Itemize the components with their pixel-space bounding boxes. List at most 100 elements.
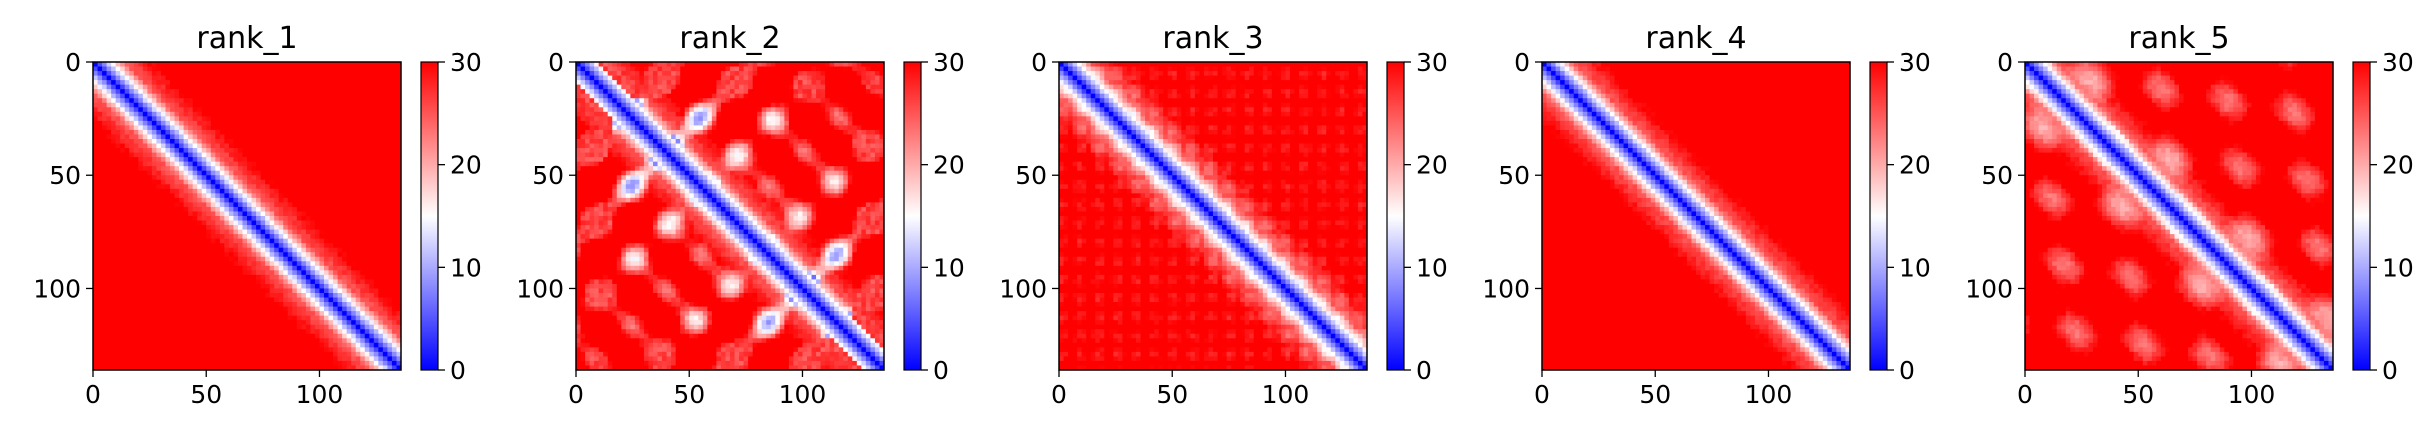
heatmap-cell — [111, 62, 117, 68]
heatmap-cell — [106, 80, 112, 86]
heatmap-cell — [247, 342, 253, 348]
heatmap-cell — [333, 139, 339, 145]
heatmap-cell — [373, 62, 379, 68]
heatmap-cell — [305, 71, 311, 77]
heatmap-cell — [373, 220, 379, 226]
heatmap-cell — [260, 98, 266, 104]
heatmap-cell — [247, 306, 253, 312]
heatmap-cell — [391, 338, 397, 344]
heatmap-cell — [333, 84, 339, 90]
heatmap-cell — [147, 148, 153, 154]
heatmap-cell — [242, 283, 248, 289]
heatmap-cell — [269, 84, 275, 90]
heatmap-cell — [106, 202, 112, 208]
heatmap-cell — [224, 111, 230, 117]
heatmap-cell — [142, 120, 148, 126]
heatmap-cell — [287, 107, 293, 113]
heatmap-cell — [269, 71, 275, 77]
heatmap-cell — [702, 80, 708, 86]
heatmap-cell — [324, 157, 330, 163]
heatmap-cell — [269, 297, 275, 303]
heatmap-cell — [160, 356, 166, 362]
heatmap-cell — [210, 184, 216, 190]
heatmap-cell — [160, 193, 166, 199]
heatmap-cell — [689, 62, 695, 68]
heatmap-cell — [93, 197, 99, 203]
heatmap-cell — [247, 229, 253, 235]
heatmap-cell — [387, 98, 393, 104]
heatmap-cell — [296, 197, 302, 203]
heatmap-cell — [247, 347, 253, 353]
heatmap-cell — [287, 179, 293, 185]
heatmap-cell — [319, 347, 325, 353]
heatmap-cell — [364, 184, 370, 190]
heatmap-cell — [183, 238, 189, 244]
heatmap-cell — [251, 134, 257, 140]
heatmap-cell — [333, 338, 339, 344]
heatmap-cell — [93, 161, 99, 167]
heatmap-cell — [170, 134, 176, 140]
heatmap-cell — [111, 351, 117, 357]
heatmap-cell — [165, 351, 171, 357]
heatmap-cell — [314, 270, 320, 276]
heatmap-cell — [305, 324, 311, 330]
heatmap-cell — [210, 243, 216, 249]
heatmap-cell — [111, 102, 117, 108]
heatmap-cell — [292, 129, 298, 135]
heatmap-cell — [337, 283, 343, 289]
heatmap-cell — [797, 71, 803, 77]
heatmap-cell — [314, 175, 320, 181]
heatmap-cell — [102, 75, 108, 81]
heatmap-cell — [775, 75, 781, 81]
heatmap-cell — [269, 252, 275, 258]
heatmap-cell — [111, 270, 117, 276]
heatmap-cell — [224, 216, 230, 222]
heatmap-cell — [165, 315, 171, 321]
heatmap-cell — [314, 342, 320, 348]
heatmap-cell — [206, 134, 212, 140]
heatmap-cell — [852, 66, 858, 72]
heatmap-cell — [319, 265, 325, 271]
heatmap-cell — [265, 333, 271, 339]
heatmap-cell — [324, 365, 330, 371]
heatmap-cell — [215, 179, 221, 185]
heatmap-cell — [201, 197, 207, 203]
heatmap-cell — [247, 161, 253, 167]
heatmap-cell — [369, 365, 375, 371]
heatmap-cell — [215, 238, 221, 244]
heatmap-cell — [111, 188, 117, 194]
heatmap-cell — [147, 179, 153, 185]
heatmap-cell — [179, 143, 185, 149]
heatmap-cell — [369, 338, 375, 344]
heatmap-cell — [396, 134, 402, 140]
heatmap-cell — [156, 202, 162, 208]
heatmap-cell — [662, 75, 668, 81]
heatmap-cell — [296, 247, 302, 253]
heatmap-cell — [382, 179, 388, 185]
heatmap-cell — [201, 283, 207, 289]
heatmap-cell — [201, 93, 207, 99]
heatmap-cell — [861, 75, 867, 81]
heatmap-cell — [296, 356, 302, 362]
heatmap-cell — [219, 170, 225, 176]
heatmap-cell — [260, 302, 266, 308]
heatmap-cell — [133, 152, 139, 158]
heatmap-cell — [197, 188, 203, 194]
heatmap-cell — [643, 71, 649, 77]
heatmap-cell — [328, 288, 334, 294]
heatmap-cell — [369, 116, 375, 122]
heatmap-cell — [351, 297, 357, 303]
heatmap-cell — [102, 116, 108, 122]
heatmap-cell — [224, 315, 230, 321]
heatmap-cell — [179, 111, 185, 117]
heatmap-cell — [314, 265, 320, 271]
heatmap-cell — [151, 111, 157, 117]
heatmap-cell — [151, 66, 157, 72]
heatmap-cell — [310, 93, 316, 99]
heatmap-cell — [360, 283, 366, 289]
heatmap-cell — [237, 329, 243, 335]
heatmap-cell — [319, 225, 325, 231]
heatmap-cell — [206, 84, 212, 90]
heatmap-cell — [115, 179, 121, 185]
heatmap-cell — [324, 288, 330, 294]
